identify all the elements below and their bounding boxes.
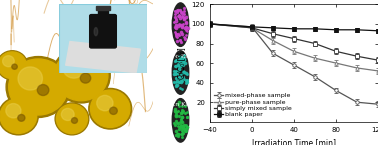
Bar	[96, 6, 110, 10]
Circle shape	[90, 90, 130, 127]
Circle shape	[172, 3, 189, 46]
Circle shape	[80, 73, 91, 83]
Circle shape	[54, 50, 108, 101]
Circle shape	[6, 104, 21, 118]
Circle shape	[172, 51, 189, 94]
Bar	[98, 9, 108, 18]
Circle shape	[0, 99, 37, 133]
Ellipse shape	[94, 28, 98, 36]
Circle shape	[52, 48, 110, 103]
Circle shape	[9, 59, 68, 115]
Circle shape	[0, 97, 38, 135]
Circle shape	[3, 56, 14, 67]
Circle shape	[63, 57, 85, 78]
Circle shape	[89, 88, 132, 129]
Y-axis label: C/C₀ [%]: C/C₀ [%]	[177, 47, 186, 79]
Text: Zn Ka: Zn Ka	[172, 102, 189, 107]
Text: Fe Ka: Fe Ka	[172, 54, 189, 59]
Circle shape	[97, 95, 113, 111]
Circle shape	[0, 51, 28, 80]
Circle shape	[61, 108, 74, 120]
Circle shape	[55, 103, 89, 135]
FancyBboxPatch shape	[90, 14, 116, 48]
Circle shape	[71, 118, 77, 123]
Circle shape	[6, 57, 70, 117]
X-axis label: Irradiation Time [min]: Irradiation Time [min]	[252, 138, 336, 145]
Legend: mixed-phase sample, pure-phase sample, simply mixed sample, blank paper: mixed-phase sample, pure-phase sample, s…	[213, 92, 293, 119]
Circle shape	[12, 64, 17, 69]
Circle shape	[172, 99, 189, 142]
Circle shape	[18, 115, 25, 121]
Circle shape	[110, 107, 117, 114]
Circle shape	[0, 52, 26, 79]
Circle shape	[37, 85, 49, 96]
Circle shape	[18, 67, 42, 90]
Bar	[66, 42, 140, 73]
Circle shape	[56, 104, 87, 134]
